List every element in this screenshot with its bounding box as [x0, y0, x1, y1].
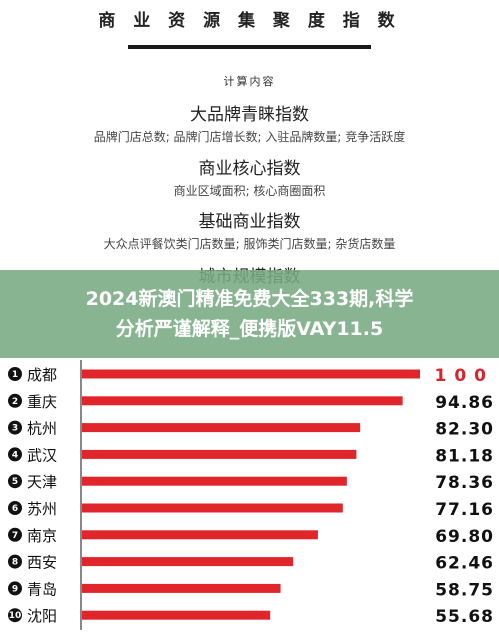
title-divider — [128, 45, 371, 49]
bar — [82, 449, 357, 459]
city-label: 沈阳 — [27, 607, 57, 625]
rank-badge — [8, 447, 22, 462]
rank-number: 3 — [12, 424, 18, 434]
section-subtitle-brand: 品牌门店总数; 品牌门店增长数; 入驻品牌数量; 竞争活跃度 — [93, 130, 406, 144]
section-title-core: 商业核心指数 — [198, 159, 301, 179]
bar — [82, 476, 347, 486]
rank-badge — [8, 474, 22, 489]
rank-badge — [8, 367, 22, 381]
value-label: 100 — [435, 366, 495, 386]
value-label: 69.80 — [435, 527, 494, 547]
rank-badge — [8, 527, 22, 542]
rank-number: 2 — [12, 397, 18, 407]
rank-badge — [8, 393, 22, 408]
value-label: 82.30 — [435, 420, 494, 440]
city-label: 武汉 — [27, 446, 57, 464]
bar — [82, 423, 361, 433]
value-label: 94.86 — [435, 393, 494, 413]
rank-badge — [8, 554, 22, 569]
section-subtitle-core: 商业区域面积; 核心商圈面积 — [173, 184, 326, 198]
city-label: 杭州 — [27, 420, 57, 438]
bar — [82, 503, 343, 513]
rank-badge — [8, 608, 22, 623]
rank-number: 5 — [12, 477, 18, 487]
rank-number: 1 — [12, 370, 18, 380]
section-title-brand: 大品牌青睐指数 — [190, 105, 309, 125]
city-label: 重庆 — [27, 393, 57, 411]
banner-line-2: 分析严谨解释_便携版VAY11.5 — [115, 318, 384, 340]
rank-number: 10 — [9, 611, 22, 621]
rank-number: 9 — [12, 584, 18, 594]
city-label: 南京 — [27, 527, 57, 545]
city-label: 天津 — [27, 473, 57, 491]
index-header: 商 业 资 源 集 聚 度 指 数 计算内容 大品牌青睐指数 品牌门店总数; 品… — [0, 0, 499, 290]
rank-number: 7 — [12, 531, 18, 541]
page-title: 商 业 资 源 集 聚 度 指 数 — [98, 11, 401, 31]
rank-badge — [8, 420, 22, 435]
rank-badge — [8, 501, 22, 515]
banner-line-1: 2024新澳门精准免费大全333期,科学 — [85, 288, 414, 310]
section-title-basic: 基础商业指数 — [198, 212, 301, 232]
bar — [82, 583, 281, 593]
value-label: 55.68 — [435, 607, 494, 627]
rank-number: 6 — [12, 504, 18, 514]
value-label: 78.36 — [435, 473, 494, 493]
bar — [82, 396, 403, 406]
bar — [82, 369, 420, 379]
value-label: 62.46 — [435, 554, 494, 574]
ranking-chart-svg: 1 成都 100 2 重庆 94.86 3 杭州 82.30 4 武汉 81.18 5 天津 78.36 6 苏… — [8, 366, 495, 627]
city-label: 西安 — [27, 554, 57, 572]
value-label: 58.75 — [435, 580, 494, 600]
bar — [82, 530, 318, 540]
ranking-chart: 1 成都 100 2 重庆 94.86 3 杭州 82.30 4 武汉 81.18 5 天津 78.36 6 苏… — [0, 358, 499, 632]
section-subtitle-basic: 大众点评餐饮类门店数量; 服饰类门店数量; 杂货店数量 — [103, 237, 396, 251]
calc-content-label: 计算内容 — [223, 75, 276, 88]
city-label: 青岛 — [27, 580, 57, 598]
rank-number: 4 — [12, 450, 18, 460]
rank-badge — [8, 581, 22, 596]
bar — [82, 610, 271, 620]
city-label: 苏州 — [27, 500, 57, 518]
chart-axis-line — [80, 360, 82, 630]
city-label: 成都 — [27, 366, 57, 384]
overlay-banner[interactable]: 2024新澳门精准免费大全333期,科学 分析严谨解释_便携版VAY11.5 — [0, 270, 499, 358]
value-label: 77.16 — [435, 500, 494, 520]
value-label: 81.18 — [435, 446, 494, 466]
bar — [82, 557, 294, 567]
rank-number: 8 — [12, 558, 18, 568]
